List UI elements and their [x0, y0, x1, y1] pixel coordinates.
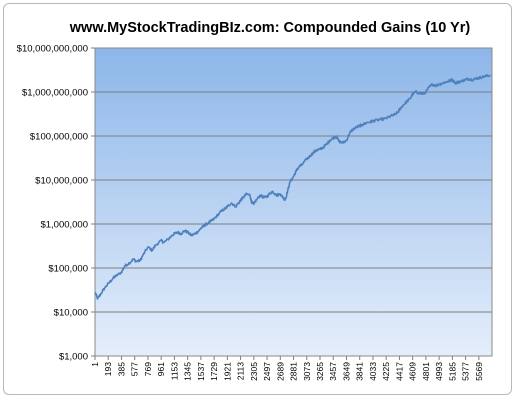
x-tick-label: 4225 — [381, 362, 391, 381]
y-tick-label: $10,000,000,000 — [17, 44, 88, 55]
x-tick-label: 4609 — [408, 362, 418, 381]
x-tick-label: 5569 — [474, 362, 484, 381]
y-tick-label: $100,000,000 — [30, 132, 88, 143]
y-tick-label: $1,000,000 — [40, 220, 88, 231]
series-line — [94, 73, 491, 300]
x-tick-label: 193 — [103, 362, 113, 376]
x-tick-label: 2305 — [249, 362, 259, 381]
x-tick-label: 1921 — [222, 362, 232, 381]
x-tick-label: 3457 — [328, 362, 338, 381]
plot-area — [94, 47, 493, 357]
x-tick-label: 5185 — [447, 362, 457, 381]
x-tick-label: 4033 — [368, 362, 378, 381]
x-tick-label: 2497 — [262, 362, 272, 381]
x-tick-label: 4417 — [394, 362, 404, 381]
x-tick-label: 385 — [116, 362, 126, 376]
y-tick-label: $10,000,000 — [35, 176, 88, 187]
x-tick-label: 961 — [156, 362, 166, 376]
x-tick-label: 2113 — [236, 362, 246, 381]
x-tick-label: 577 — [130, 362, 140, 376]
x-tick-label: 1537 — [196, 362, 206, 381]
series-layer — [94, 73, 491, 300]
y-tick-label: $100,000 — [48, 264, 88, 275]
y-tick-label: $1,000,000,000 — [22, 88, 88, 99]
x-tick-label: 1345 — [183, 362, 193, 381]
x-tick-label: 1729 — [209, 362, 219, 381]
x-tick-label: 4993 — [434, 362, 444, 381]
x-tick-label: 3841 — [355, 362, 365, 381]
x-tick-label: 1153 — [169, 362, 179, 381]
x-tick-label: 769 — [143, 362, 153, 376]
y-tick-label: $10,000 — [54, 308, 88, 319]
x-tick-label: 3265 — [315, 362, 325, 381]
chart-title: www.MyStockTradingBIz.com: Compounded Ga… — [69, 20, 471, 36]
x-tick-label: 4801 — [421, 362, 431, 381]
x-tick-label: 2881 — [289, 362, 299, 381]
x-tick-label: 5377 — [461, 362, 471, 381]
y-tick-label: $1,000 — [59, 352, 88, 363]
x-tick-label: 1 — [90, 362, 100, 367]
x-tick-label: 3649 — [341, 362, 351, 381]
x-axis-tick-labels: 1 193 385 577 769 961 1153 1345 1537 1729 1921 2113… — [90, 356, 484, 381]
x-tick-label: 3073 — [302, 362, 312, 381]
y-axis-tick-labels: $1,000 $10,000 $100,000 $1,000,000 $10,000,0… — [17, 44, 95, 363]
x-tick-label: 2689 — [275, 362, 285, 381]
